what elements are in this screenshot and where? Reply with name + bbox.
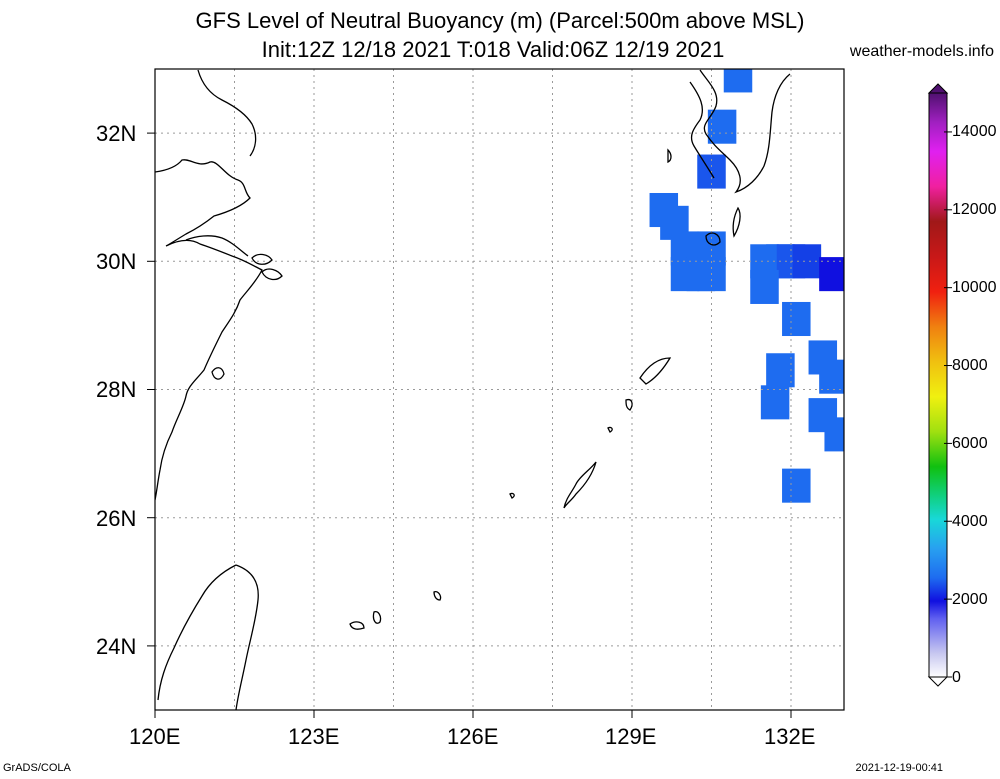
lat-label-28n: 28N <box>96 377 137 402</box>
okinawa-island <box>563 461 597 509</box>
kerama-island <box>509 492 515 499</box>
koshiki-island <box>667 148 672 164</box>
render-timestamp: 2021-12-19-00:41 <box>855 762 943 774</box>
lnb-cell <box>760 385 790 420</box>
colorbar-label-0: 0 <box>952 669 961 686</box>
coastal-island <box>261 268 283 281</box>
lon-label-120e: 120E <box>129 724 181 749</box>
colorbar-label-6000: 6000 <box>952 435 988 452</box>
lnb-cell <box>819 359 844 394</box>
lon-label-123e: 123E <box>288 724 340 749</box>
taiwan-outline <box>157 564 259 710</box>
yakushima-island <box>705 232 721 246</box>
zhoushan-island <box>251 253 273 265</box>
iriomote-island <box>349 621 365 630</box>
colorbar-label-12000: 12000 <box>952 201 997 218</box>
amami-island <box>639 357 672 385</box>
colorbar-max-arrow <box>927 83 949 94</box>
lnb-cell <box>824 417 844 452</box>
colorbar-min-arrow <box>927 676 949 687</box>
lon-label-132e: 132E <box>764 724 816 749</box>
colorbar-gradient <box>928 92 948 678</box>
lon-label-129e: 129E <box>605 724 657 749</box>
colorbar-label-8000: 8000 <box>952 357 988 374</box>
yoron-island <box>607 426 613 433</box>
kyushu-coast <box>699 69 791 194</box>
lnb-cell <box>819 257 844 292</box>
miyako-island <box>433 590 442 601</box>
lnb-cell <box>750 269 779 304</box>
colorbar-label-14000: 14000 <box>952 123 997 140</box>
coastal-island-2 <box>211 367 225 380</box>
lat-label-30n: 30N <box>96 249 137 274</box>
tanegashima-island <box>732 206 741 238</box>
chart-title: GFS Level of Neutral Buoyancy (m) (Parce… <box>195 8 805 33</box>
china-coastline <box>155 159 263 501</box>
colorbar-label-4000: 4000 <box>952 513 988 530</box>
lnb-cell <box>782 301 811 337</box>
lat-label-32n: 32N <box>96 121 137 146</box>
ishigaki-island <box>372 610 382 624</box>
software-credit: GrADS/COLA <box>3 762 71 774</box>
lat-lon-grid <box>155 69 844 710</box>
chart-subtitle: Init:12Z 12/18 2021 T:018 Valid:06Z 12/1… <box>261 37 725 62</box>
lnb-cell <box>723 69 753 93</box>
colorbar <box>927 83 952 687</box>
lnb-cell <box>766 353 795 388</box>
lat-label-26n: 26N <box>96 506 137 531</box>
lon-label-126e: 126E <box>447 724 499 749</box>
neutral-buoyancy-field <box>649 69 844 503</box>
axis-ticks <box>147 132 792 718</box>
lnb-cell <box>707 109 737 144</box>
coastlines <box>155 69 791 710</box>
site-credit: weather-models.info <box>849 43 994 60</box>
yangtze-shore-north <box>197 69 257 157</box>
hangzhou-bay <box>185 235 249 257</box>
tokunoshima-island <box>625 398 633 411</box>
colorbar-label-2000: 2000 <box>952 591 988 608</box>
colorbar-label-10000: 10000 <box>952 279 997 296</box>
lat-label-24n: 24N <box>96 634 137 659</box>
lnb-cell <box>782 468 811 503</box>
kyushu-west <box>689 81 715 179</box>
